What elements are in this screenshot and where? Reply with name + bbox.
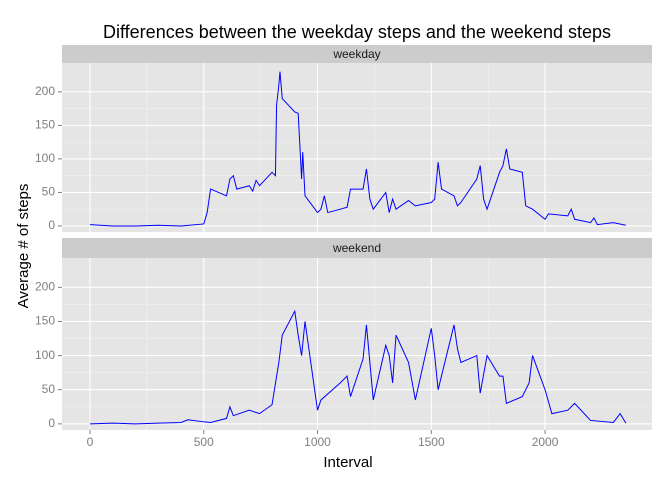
x-tick-label: 1500 [418,435,445,449]
x-tick-label: 2000 [532,435,559,449]
y-axis-label: Average # of steps [15,184,32,309]
y-tick-label: 50 [42,382,56,396]
y-tick-label: 100 [35,151,55,165]
x-tick-label: 0 [87,435,94,449]
y-tick-label: 100 [35,348,55,362]
y-tick-label: 150 [35,314,55,328]
y-tick-label: 200 [35,84,55,98]
panel-background [62,258,652,430]
strip [62,238,652,258]
strip-label: weekday [332,47,380,61]
y-tick-label: 0 [48,416,55,430]
chart-title: Differences between the weekday steps an… [103,22,611,42]
y-tick-label: 0 [48,218,55,232]
data-line [89,309,627,425]
x-axis-label: Interval [323,454,372,471]
strip-label: weekend [332,241,381,255]
strip [62,45,652,63]
panel-background [62,63,652,232]
y-tick-label: 150 [35,118,55,132]
y-tick-label: 50 [42,185,56,199]
x-tick-label: 500 [194,435,214,449]
x-tick-label: 1000 [304,435,331,449]
y-tick-label: 200 [35,280,55,294]
data-line [89,71,626,227]
